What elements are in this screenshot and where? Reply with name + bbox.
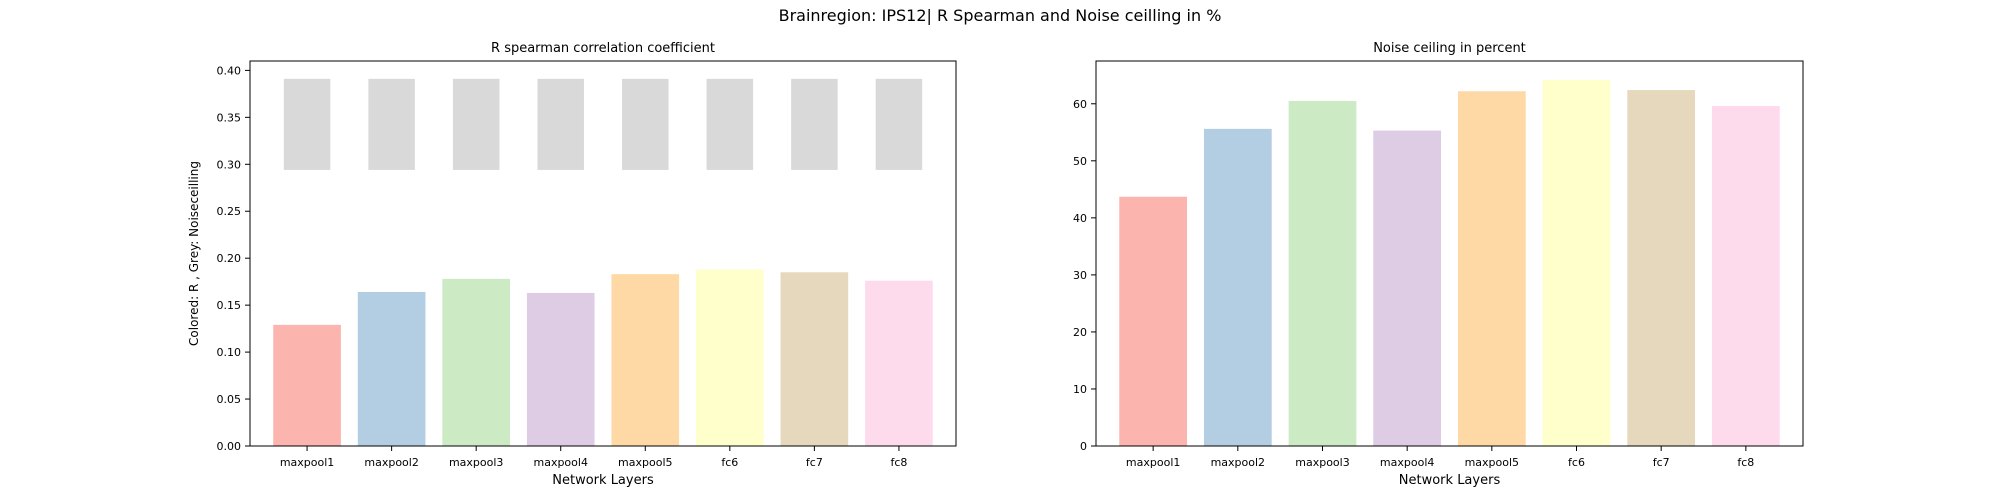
y-tick-label: 0.15 <box>217 299 242 312</box>
y-tick-label: 10 <box>1073 383 1087 396</box>
bar <box>526 292 595 446</box>
chart-panel-r-spearman: 0.00 0.05 0.10 0.15 0.20 0.25 0.30 0.35 0.40 maxp… <box>187 41 957 488</box>
x-tick-label: maxpool1 <box>280 456 334 469</box>
x-axis-label: Network Layers <box>552 473 654 488</box>
bar <box>1119 196 1188 446</box>
bar <box>273 324 341 446</box>
x-tick-label: maxpool5 <box>618 456 672 469</box>
x-tick-label: maxpool5 <box>1465 456 1519 469</box>
y-tick-label: 50 <box>1073 155 1087 168</box>
bar <box>442 278 510 446</box>
bar <box>1542 79 1611 447</box>
bar <box>865 280 933 446</box>
bar <box>357 292 426 446</box>
x-tick-label: fc6 <box>721 456 738 469</box>
x-tick-label: maxpool2 <box>1211 456 1265 469</box>
y-tick-label: 0 <box>1080 440 1087 453</box>
chart-title: R spearman correlation coefficient <box>491 41 715 56</box>
bar <box>1373 130 1442 446</box>
bar <box>696 269 764 446</box>
x-tick-label: maxpool4 <box>533 456 587 469</box>
figure-title: Brainregion: IPS12| R Spearman and Noise… <box>778 6 1222 25</box>
y-tick-label: 0.30 <box>217 158 242 171</box>
axes-frame <box>1095 60 1804 447</box>
chart-title: Noise ceiling in percent <box>1373 41 1526 56</box>
noise-ceiling-range <box>283 78 331 170</box>
bar <box>1457 91 1526 447</box>
bar <box>1627 90 1696 446</box>
x-tick-label: fc7 <box>1653 456 1670 469</box>
bar <box>611 274 680 446</box>
x-tick-label: fc8 <box>1737 456 1754 469</box>
x-tick-label: maxpool1 <box>1126 456 1180 469</box>
x-tick-label: fc6 <box>1568 456 1585 469</box>
y-axis-label: Colored: R , Grey: Noiseceilling <box>187 161 201 346</box>
bar <box>1288 100 1357 446</box>
noise-ceiling-range <box>875 78 923 170</box>
noise-ceiling-range <box>791 78 838 170</box>
y-tick-label: 40 <box>1073 212 1087 225</box>
y-tick-label: 0.40 <box>217 64 242 77</box>
y-tick-label: 0.35 <box>217 111 242 124</box>
noise-ceiling-range <box>368 78 415 170</box>
x-tick-label: maxpool3 <box>1295 456 1349 469</box>
noise-ceiling-range <box>537 78 584 170</box>
y-tick-label: 0.05 <box>217 393 242 406</box>
x-tick-label: maxpool4 <box>1380 456 1434 469</box>
y-tick-label: 0.10 <box>217 346 242 359</box>
noise-ceiling-range <box>706 78 754 170</box>
x-tick-label: maxpool2 <box>364 456 418 469</box>
y-tick-label: 30 <box>1073 269 1087 282</box>
noise-ceiling-range <box>622 78 669 170</box>
y-tick-label: 60 <box>1073 98 1087 111</box>
bar <box>1711 106 1780 446</box>
x-tick-label: fc7 <box>806 456 823 469</box>
y-tick-label: 0.00 <box>217 440 242 453</box>
x-axis-label: Network Layers <box>1399 473 1501 488</box>
x-tick-label: fc8 <box>890 456 907 469</box>
noise-ceiling-range <box>452 78 500 170</box>
y-tick-label: 0.20 <box>217 252 242 265</box>
bar <box>780 272 849 446</box>
y-tick-label: 0.25 <box>217 205 242 218</box>
bar <box>1203 128 1272 446</box>
chart-panel-noise-ceiling: 0 10 20 30 40 50 60 maxpool1 maxpool2 maxpool3 max… <box>1073 41 1804 488</box>
x-tick-label: maxpool3 <box>449 456 503 469</box>
y-tick-label: 20 <box>1073 326 1087 339</box>
axes-frame <box>249 60 957 447</box>
